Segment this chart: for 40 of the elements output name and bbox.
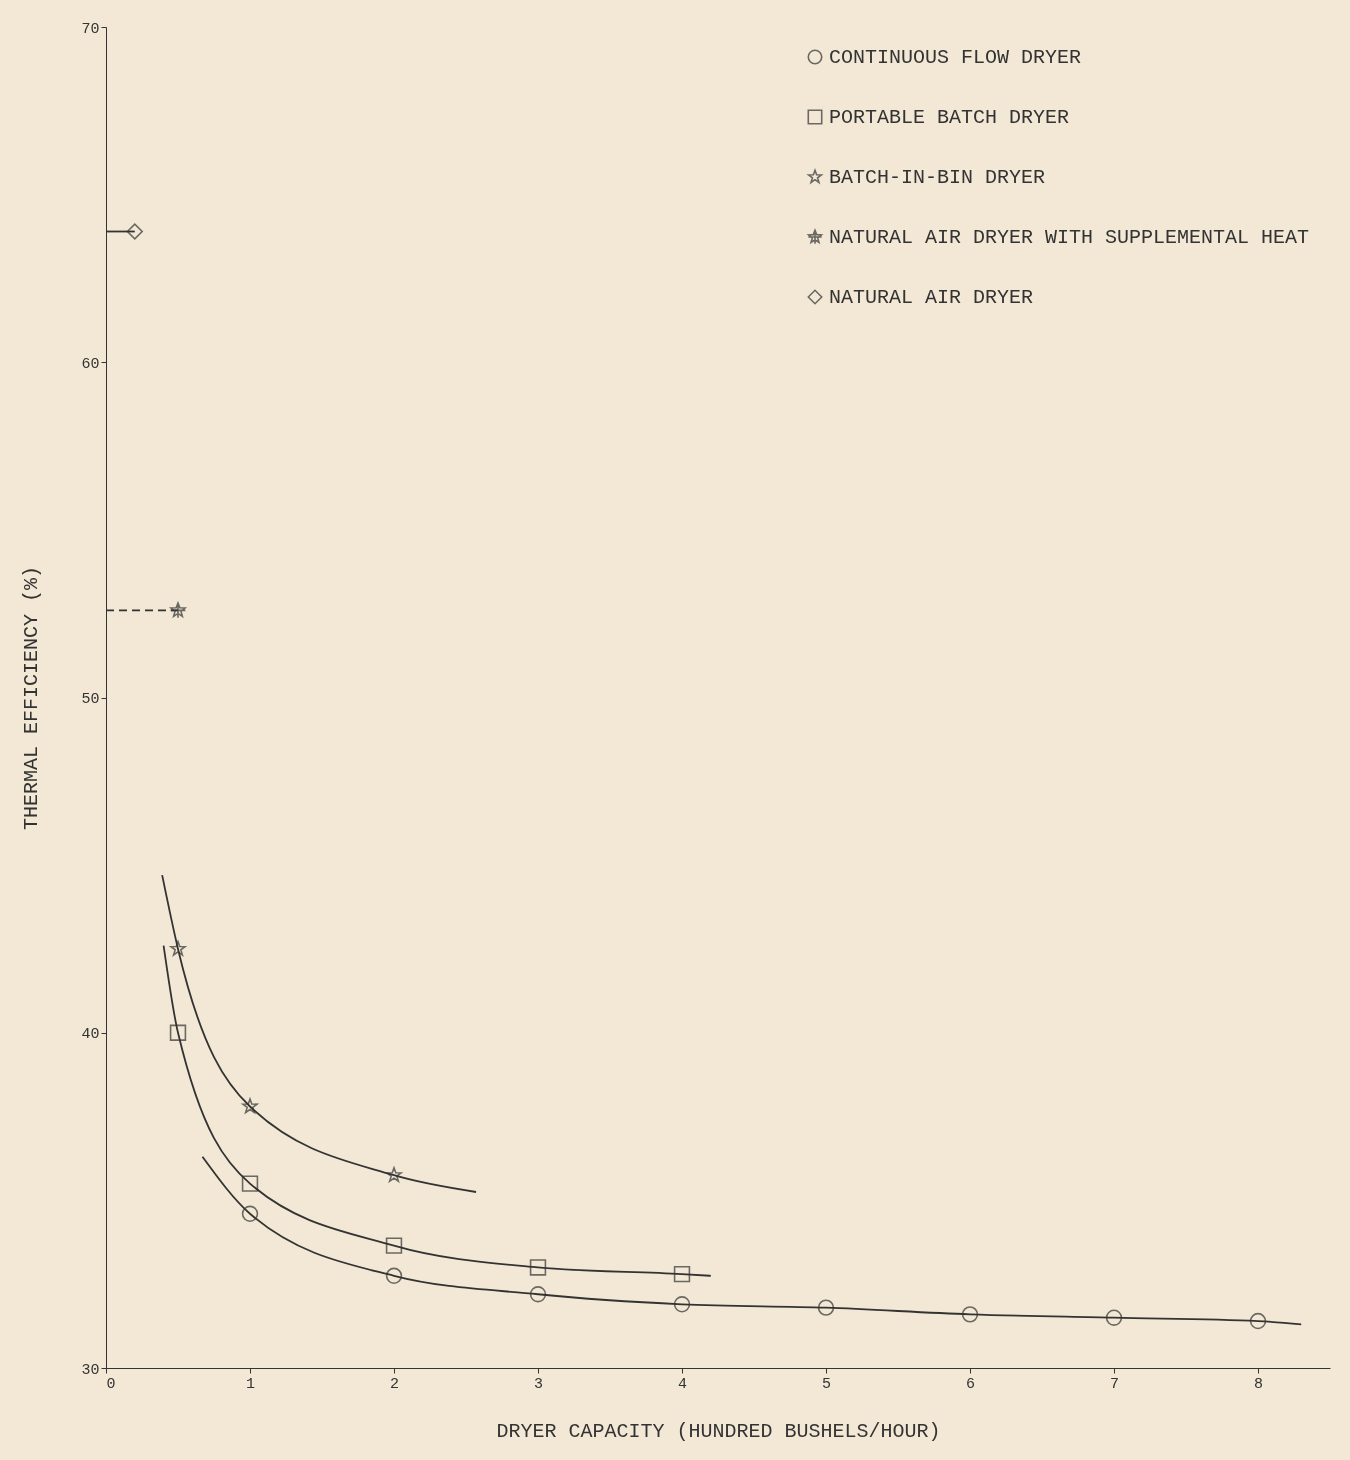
x-tick-label: 0 (106, 1375, 116, 1393)
y-axis-title: THERMAL EFFICIENCY (%) (20, 565, 44, 831)
x-tick-label: 1 (245, 1375, 256, 1393)
y-tick-label: 60 (81, 355, 100, 373)
y-tick-label: 40 (81, 1026, 100, 1044)
point (170, 940, 186, 956)
x-tick-label: 5 (821, 1375, 832, 1393)
point (817, 1299, 835, 1316)
legend-label: CONTINUOUS FLOW DRYER (829, 46, 1082, 69)
x-tick-label: 2 (389, 1375, 400, 1393)
x-tick-label: 7 (1109, 1375, 1120, 1393)
point (1105, 1309, 1123, 1326)
y-tick-label: 30 (81, 1361, 100, 1379)
point (169, 1024, 187, 1041)
x-tick-label: 8 (1253, 1375, 1264, 1393)
point (529, 1259, 547, 1276)
x-axis-title: DRYER CAPACITY (HUNDRED BUSHELS/HOUR) (496, 1419, 941, 1443)
point (385, 1267, 403, 1285)
point (126, 223, 144, 240)
point (169, 602, 187, 619)
legend-label: BATCH-IN-BIN DRYER (829, 166, 1046, 189)
point (529, 1286, 547, 1303)
x-tick-label: 3 (533, 1375, 544, 1393)
point (673, 1265, 691, 1283)
point (241, 1205, 259, 1222)
point (961, 1306, 979, 1323)
point (242, 1098, 258, 1114)
y-tick-label: 70 (81, 20, 100, 38)
point (385, 1237, 403, 1254)
legend-label: NATURAL AIR DRYER WITH SUPPLEMENTAL HEAT (829, 226, 1310, 249)
point (1249, 1312, 1267, 1330)
point (386, 1167, 402, 1183)
x-tick-label: 4 (677, 1375, 688, 1393)
point (673, 1296, 691, 1313)
legend-label: NATURAL AIR DRYER (829, 286, 1034, 309)
point (241, 1175, 259, 1192)
y-tick-label: 50 (81, 691, 100, 708)
x-tick-label: 6 (965, 1375, 976, 1393)
line-series (161, 874, 477, 1193)
legend-label: PORTABLE BATCH DRYER (829, 106, 1070, 129)
